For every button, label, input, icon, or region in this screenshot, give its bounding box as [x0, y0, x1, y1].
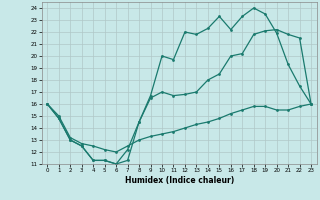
X-axis label: Humidex (Indice chaleur): Humidex (Indice chaleur): [124, 176, 234, 185]
